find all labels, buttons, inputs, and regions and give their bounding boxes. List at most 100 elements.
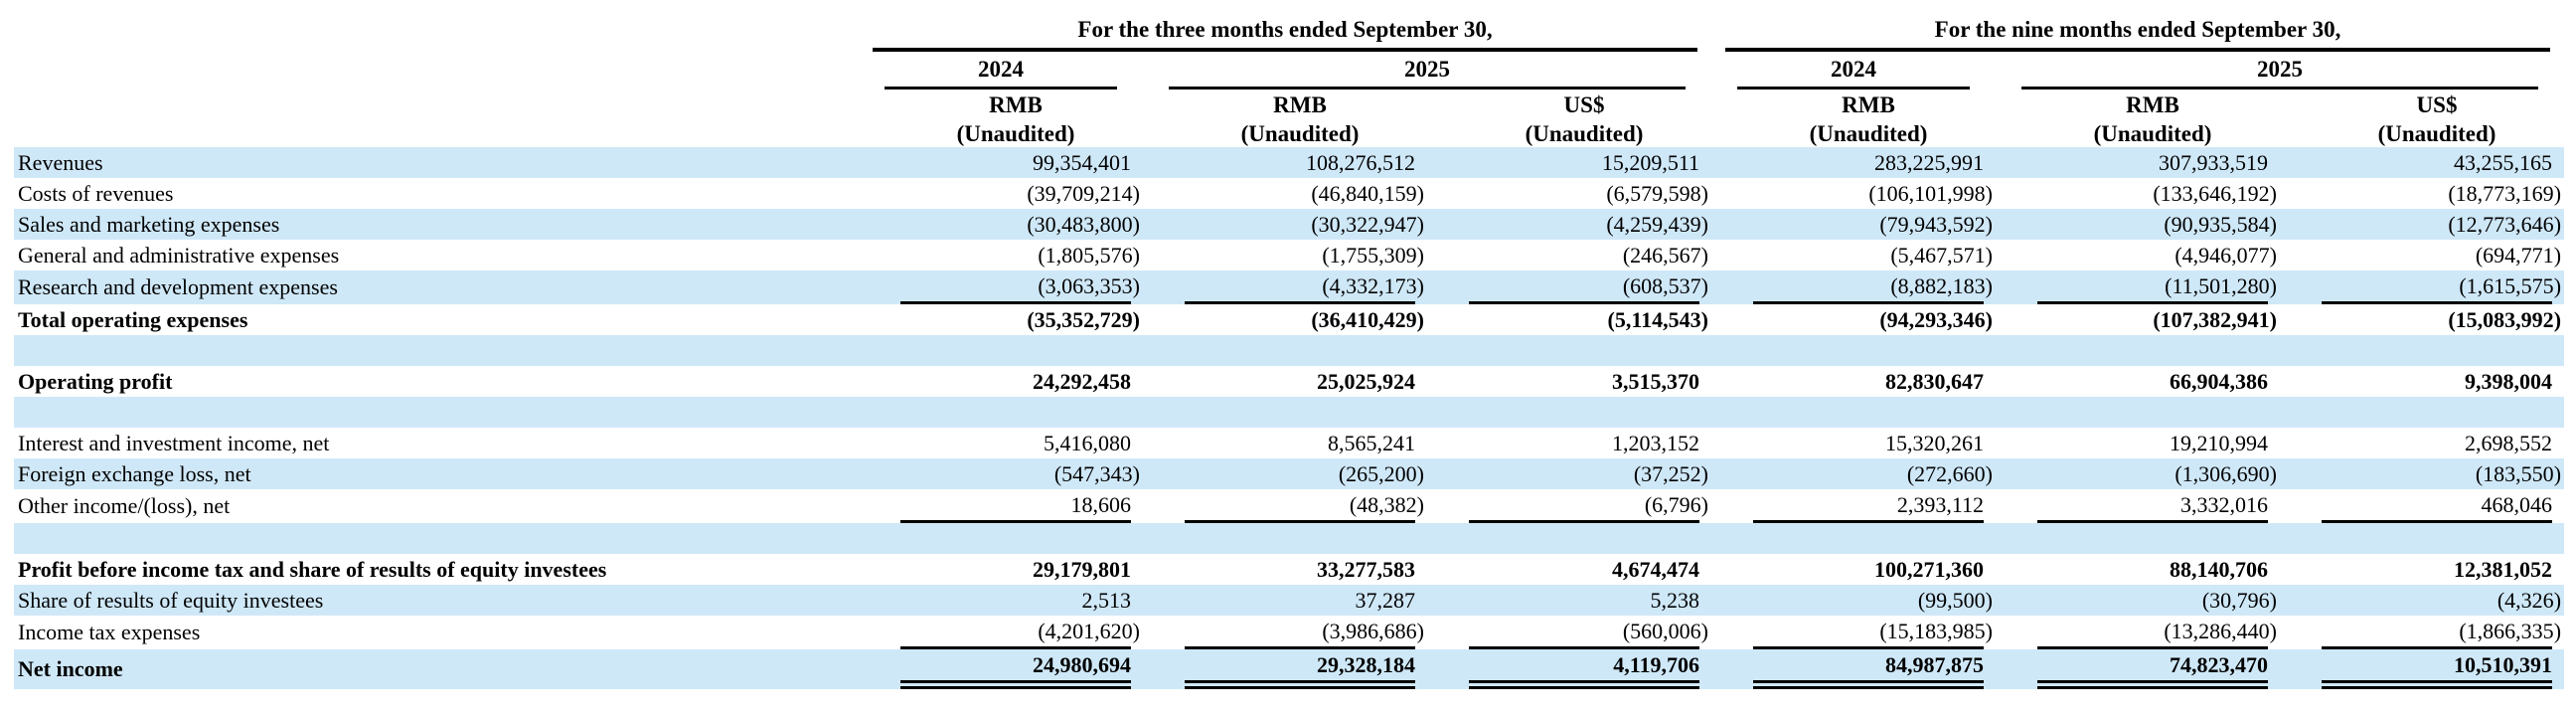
cell-value: (30,796) [1996, 585, 2280, 616]
closing-paren: ) [1416, 307, 1424, 332]
closing-paren: ) [2269, 619, 2277, 643]
cell-value-text: (94,293,346) [1879, 307, 1993, 332]
row-label: Share of results of equity investees [14, 585, 859, 616]
cell-value-text: (30,796) [2201, 588, 2277, 613]
cell-value: 24,980,694 [859, 649, 1143, 689]
currency-header: RMB [1273, 92, 1327, 117]
unaudited-label: (Unaudited) [1240, 121, 1360, 146]
spacer-cell [859, 523, 1143, 554]
spacer-cell [2280, 523, 2565, 554]
cell-value-text: 37,287 [1355, 588, 1416, 613]
cell-value-text: 29,328,184 [1185, 649, 1415, 689]
closing-paren: ) [1416, 492, 1424, 517]
cell-value: (1,805,576) [859, 240, 1143, 270]
closing-paren: ) [1700, 181, 1708, 206]
spacer-cell [1711, 523, 1996, 554]
cell-value: (560,006) [1427, 616, 1711, 649]
cell-value-text: (15,083,992) [2448, 307, 2562, 332]
cell-value-text: (35,352,729) [1027, 307, 1140, 332]
cell-value-text: (133,646,192) [2153, 181, 2277, 206]
unaudited-header-row: (Unaudited) (Unaudited) (Unaudited) (Una… [14, 119, 2564, 147]
spacer-cell [1427, 523, 1711, 554]
spacer-cell [1427, 335, 1711, 366]
cell-value: (39,709,214) [859, 178, 1143, 209]
spacer-cell [1996, 397, 2280, 428]
currency-header: RMB [1842, 92, 1895, 117]
cell-value: (36,410,429) [1143, 304, 1427, 335]
cell-value-text: 108,276,512 [1306, 150, 1415, 175]
closing-paren: ) [1700, 461, 1708, 486]
cell-value: 100,271,360 [1711, 554, 1996, 585]
spacer-cell [14, 6, 859, 52]
period-header-row: For the three months ended September 30,… [14, 6, 2564, 52]
cell-value-text: (694,771) [2475, 243, 2562, 268]
cell-value: 37,287 [1143, 585, 1427, 616]
cell-value-text: (4,332,173) [1185, 270, 1424, 304]
cell-value: (13,286,440) [1996, 616, 2280, 649]
cell-value-text: 8,565,241 [1328, 431, 1415, 455]
currency-header: RMB [989, 92, 1043, 117]
cell-value-text: (39,709,214) [1027, 181, 1140, 206]
spacer-row [14, 397, 2565, 428]
income-statement-table: For the three months ended September 30,… [14, 6, 2565, 689]
table-row: Operating profit 24,292,458 25,025,924 3,51… [14, 366, 2564, 397]
year-label-2024-three-months: 2024 [885, 55, 1117, 90]
table-row: Other income/(loss), net 18,606 (48,382) (6… [14, 489, 2564, 523]
cell-value-text: 468,046 [2322, 489, 2553, 523]
closing-paren: ) [1700, 492, 1708, 517]
cell-value-text: (4,326) [2496, 588, 2562, 613]
cell-value: 33,277,583 [1143, 554, 1427, 585]
cell-value-text: (1,615,575) [2322, 270, 2561, 304]
table-row: Income tax expenses (4,201,620) (3,986,686… [14, 616, 2564, 649]
cell-value: (1,615,575) [2280, 270, 2565, 304]
cell-value-text: (18,773,169) [2448, 181, 2562, 206]
spacer-cell [14, 90, 859, 119]
cell-value: (37,252) [1427, 458, 1711, 489]
period-header-cell: For the nine months ended September 30, [1711, 6, 2564, 52]
cell-value-text: 25,025,924 [1317, 369, 1415, 394]
currency-header: US$ [1563, 92, 1605, 117]
cell-value: (265,200) [1143, 458, 1427, 489]
cell-value: (6,579,598) [1427, 178, 1711, 209]
row-label: Operating profit [18, 368, 173, 394]
cell-value-text: 24,980,694 [900, 649, 1131, 689]
cell-value-text [1185, 523, 1415, 554]
spacer-cell [1711, 397, 1996, 428]
cell-value-text: (6,579,598) [1606, 181, 1708, 206]
cell-value-text: (90,935,584) [2164, 212, 2277, 237]
cell-value-text: 43,255,165 [2454, 150, 2553, 175]
cell-value: 43,255,165 [2280, 147, 2565, 178]
cell-value-text: (36,410,429) [1311, 307, 1424, 332]
cell-value: 4,674,474 [1427, 554, 1711, 585]
cell-value-text: 2,698,552 [2465, 431, 2553, 455]
spacer-cell [2280, 335, 2565, 366]
row-label: Interest and investment income, net [18, 430, 330, 455]
cell-value-text [2037, 397, 2268, 428]
spacer-row [14, 523, 2565, 554]
cell-value-text: (246,567) [1622, 243, 1708, 268]
cell-value: 18,606 [859, 489, 1143, 523]
cell-value: (4,326) [2280, 585, 2565, 616]
cell-value-text: (46,840,159) [1311, 181, 1424, 206]
cell-value-text: 24,292,458 [1033, 369, 1131, 394]
cell-value: (11,501,280) [1996, 270, 2280, 304]
period-header-cell: For the three months ended September 30, [859, 6, 1711, 52]
table-row: Total operating expenses (35,352,729) (36,… [14, 304, 2564, 335]
period-title-three-months: For the three months ended September 30, [873, 15, 1697, 52]
cell-value: 3,332,016 [1996, 489, 2280, 523]
row-label: Net income [14, 649, 859, 689]
unaudited-label: (Unaudited) [2377, 121, 2496, 146]
spacer-cell [2280, 397, 2565, 428]
cell-value-text: (272,660) [1906, 461, 1993, 486]
row-label: General and administrative expenses [18, 242, 340, 268]
cell-value-text: 82,830,647 [1885, 369, 1984, 394]
cell-value: 5,238 [1427, 585, 1711, 616]
cell-value-text: 2,513 [1081, 588, 1132, 613]
cell-value: (1,306,690) [1996, 458, 2280, 489]
closing-paren: ) [1700, 273, 1708, 298]
cell-value: (15,083,992) [2280, 304, 2564, 335]
closing-paren: ) [1416, 212, 1424, 237]
cell-value: (99,500) [1711, 585, 1996, 616]
cell-value-text: (99,500) [1917, 588, 1993, 613]
cell-value: 19,210,994 [1996, 428, 2280, 458]
